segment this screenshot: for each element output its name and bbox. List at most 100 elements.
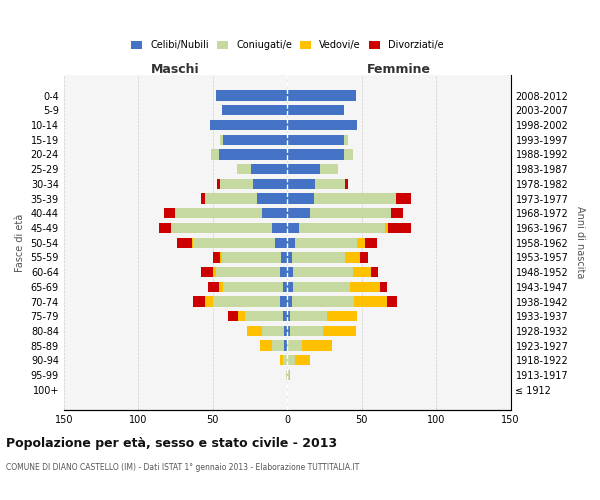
Bar: [287, 120, 357, 130]
Bar: [396, 194, 411, 203]
Bar: [213, 252, 220, 262]
Bar: [211, 150, 218, 160]
Bar: [380, 282, 387, 292]
Bar: [293, 267, 353, 277]
Bar: [287, 194, 314, 203]
Bar: [247, 326, 262, 336]
Bar: [287, 252, 292, 262]
Bar: [205, 296, 213, 306]
Bar: [371, 267, 378, 277]
Bar: [387, 296, 397, 306]
Bar: [251, 164, 287, 174]
Bar: [350, 282, 380, 292]
Bar: [216, 267, 280, 277]
Text: Maschi: Maschi: [151, 64, 200, 76]
Bar: [302, 340, 332, 351]
Bar: [328, 311, 357, 322]
Bar: [262, 326, 284, 336]
Bar: [287, 370, 289, 380]
Bar: [391, 208, 403, 218]
Bar: [314, 194, 396, 203]
Bar: [385, 223, 388, 233]
Bar: [287, 150, 344, 160]
Bar: [284, 340, 287, 351]
Bar: [290, 326, 323, 336]
Bar: [287, 238, 295, 248]
Bar: [287, 90, 356, 101]
Bar: [354, 296, 387, 306]
Bar: [287, 164, 320, 174]
Bar: [260, 340, 272, 351]
Bar: [287, 267, 293, 277]
Bar: [220, 252, 221, 262]
Bar: [217, 178, 220, 189]
Bar: [201, 194, 205, 203]
Bar: [287, 355, 295, 366]
Bar: [253, 178, 287, 189]
Bar: [223, 282, 283, 292]
Bar: [221, 252, 281, 262]
Bar: [280, 267, 287, 277]
Bar: [295, 355, 310, 366]
Bar: [292, 296, 354, 306]
Text: Femmine: Femmine: [367, 64, 431, 76]
Bar: [292, 252, 345, 262]
Bar: [290, 311, 328, 322]
Bar: [287, 208, 310, 218]
Bar: [281, 252, 287, 262]
Bar: [287, 326, 290, 336]
Bar: [164, 208, 175, 218]
Bar: [280, 355, 283, 366]
Bar: [293, 282, 350, 292]
Bar: [316, 178, 345, 189]
Bar: [365, 238, 377, 248]
Bar: [175, 208, 262, 218]
Bar: [287, 311, 290, 322]
Bar: [193, 238, 275, 248]
Bar: [272, 340, 284, 351]
Bar: [223, 134, 287, 145]
Bar: [344, 134, 348, 145]
Text: COMUNE DI DIANO CASTELLO (IM) - Dati ISTAT 1° gennaio 2013 - Elaborazione TUTTIT: COMUNE DI DIANO CASTELLO (IM) - Dati IST…: [6, 464, 359, 472]
Bar: [320, 164, 338, 174]
Bar: [283, 311, 287, 322]
Bar: [344, 150, 353, 160]
Bar: [236, 164, 251, 174]
Bar: [289, 370, 290, 380]
Bar: [245, 311, 283, 322]
Bar: [345, 178, 348, 189]
Bar: [287, 296, 292, 306]
Bar: [295, 238, 357, 248]
Bar: [218, 150, 287, 160]
Bar: [205, 194, 257, 203]
Bar: [210, 120, 287, 130]
Bar: [283, 282, 287, 292]
Bar: [193, 296, 205, 306]
Bar: [357, 238, 365, 248]
Bar: [286, 370, 287, 380]
Bar: [284, 326, 287, 336]
Bar: [287, 223, 299, 233]
Bar: [275, 238, 287, 248]
Bar: [257, 194, 287, 203]
Bar: [262, 208, 287, 218]
Y-axis label: Fasce di età: Fasce di età: [15, 214, 25, 272]
Bar: [221, 105, 287, 116]
Legend: Celibi/Nubili, Coniugati/e, Vedovi/e, Divorziati/e: Celibi/Nubili, Coniugati/e, Vedovi/e, Di…: [127, 36, 448, 54]
Bar: [192, 238, 193, 248]
Bar: [220, 178, 253, 189]
Bar: [287, 134, 344, 145]
Bar: [287, 282, 293, 292]
Bar: [213, 267, 216, 277]
Bar: [201, 267, 213, 277]
Bar: [287, 105, 344, 116]
Bar: [213, 296, 280, 306]
Bar: [299, 223, 385, 233]
Bar: [388, 223, 411, 233]
Text: Popolazione per età, sesso e stato civile - 2013: Popolazione per età, sesso e stato civil…: [6, 437, 337, 450]
Bar: [345, 252, 360, 262]
Bar: [171, 223, 272, 233]
Bar: [177, 238, 192, 248]
Bar: [360, 252, 368, 262]
Bar: [218, 282, 223, 292]
